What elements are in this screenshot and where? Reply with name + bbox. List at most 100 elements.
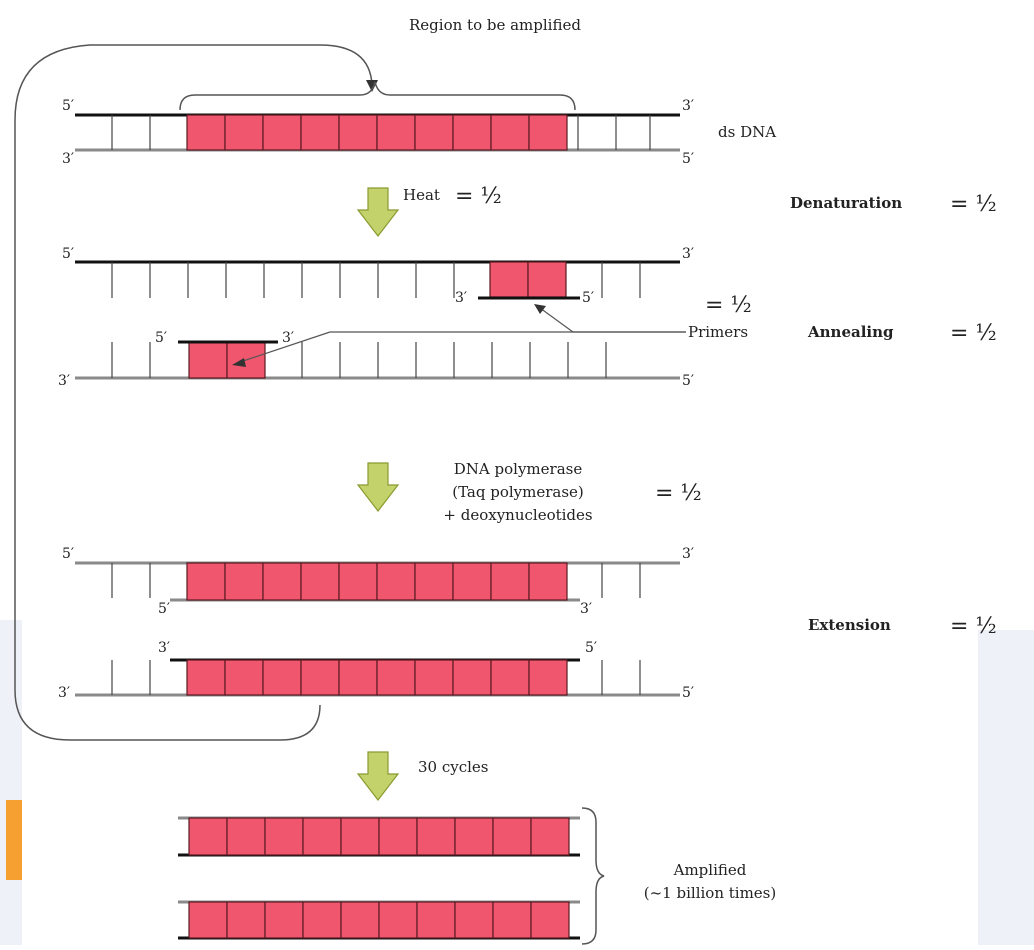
row1-segment-0	[186, 114, 226, 151]
primer-pointer-2	[239, 331, 331, 363]
row4-segment-4	[338, 562, 378, 601]
row5-segment-2	[262, 659, 302, 696]
title: Region to be amplified	[409, 16, 581, 34]
annealing-label: Annealing	[807, 323, 894, 341]
polymerase-label-line1: DNA polymerase	[454, 460, 583, 478]
primers-label: Primers	[688, 323, 748, 341]
prod1-segment-7	[454, 817, 494, 856]
prod2-segment-9	[530, 901, 570, 939]
end-label-5-row2-left: 5′	[62, 246, 74, 262]
row1-segment-2	[262, 114, 302, 151]
row4-segment-2	[262, 562, 302, 601]
end-label-3-row5top: 3′	[158, 640, 170, 656]
prod1-segment-1	[226, 817, 266, 856]
row4-segment-3	[300, 562, 340, 601]
row1-segment-7	[452, 114, 492, 151]
row1-segment-5	[376, 114, 416, 151]
prod2-segment-2	[264, 901, 304, 939]
denaturation-label: Denaturation	[790, 194, 902, 212]
row5-segment-5	[376, 659, 416, 696]
amplified-label-line1: Amplified	[673, 861, 747, 879]
end-label-5-row4b: 5′	[158, 601, 170, 617]
end-label-3-row2-right: 3′	[682, 246, 694, 262]
side-panel-right	[978, 630, 1034, 945]
row5-segment-0	[186, 659, 226, 696]
end-label-3-row3-left: 3′	[58, 373, 70, 389]
row5-segment-6	[414, 659, 454, 696]
row4-segment-8	[490, 562, 530, 601]
row2-primer-segment-1	[527, 261, 567, 298]
ds-dna-label: ds DNA	[718, 123, 776, 141]
polymerase-label-line3: + deoxynucleotides	[443, 506, 592, 524]
row5-segment-4	[338, 659, 378, 696]
prod1-segment-8	[492, 817, 532, 856]
extension-fraction: = ½	[950, 614, 997, 639]
end-label-5-row1b-right: 5′	[682, 151, 694, 167]
heat-label: Heat	[403, 186, 440, 204]
side-panel-left	[0, 620, 22, 945]
row4-segment-1	[224, 562, 264, 601]
polymerase-label-line2: (Taq polymerase)	[452, 483, 584, 501]
primer-pointer-1	[539, 307, 574, 333]
prod2-segment-5	[378, 901, 418, 939]
cycles-label: 30 cycles	[418, 758, 489, 776]
amplified-label-line2: (~1 billion times)	[644, 884, 776, 902]
end-label-3-row5-left: 3′	[58, 685, 70, 701]
row1-segment-1	[224, 114, 264, 151]
end-label-3-row4-right: 3′	[682, 546, 694, 562]
prod2-segment-4	[340, 901, 380, 939]
prod1-segment-4	[340, 817, 380, 856]
row5-segment-1	[224, 659, 264, 696]
end-label-3-row1b-left: 3′	[62, 151, 74, 167]
row4-segment-9	[528, 562, 568, 601]
polymerase-fraction: = ½	[655, 481, 702, 506]
end-label-3-row1-right: 3′	[682, 98, 694, 114]
prod1-segment-6	[416, 817, 456, 856]
dna-layer	[75, 113, 680, 940]
arrows	[356, 187, 400, 801]
row1-segment-9	[528, 114, 568, 151]
end-label-5-primer2: 5′	[155, 330, 167, 346]
row2-primer-segment-0	[489, 261, 529, 298]
prod2-segment-1	[226, 901, 266, 939]
heat-arrow	[356, 187, 400, 237]
amplified-brace	[581, 807, 605, 945]
primer-pointer-2-head	[232, 358, 246, 367]
end-label-5-row1-left: 5′	[62, 98, 74, 114]
row1-segment-4	[338, 114, 378, 151]
prod2-segment-7	[454, 901, 494, 939]
row1-segment-6	[414, 114, 454, 151]
prod2-segment-0	[188, 901, 228, 939]
end-label-5-row5-right: 5′	[682, 685, 694, 701]
prod2-segment-8	[492, 901, 532, 939]
prod1-segment-3	[302, 817, 342, 856]
end-label-3-row4b: 3′	[580, 601, 592, 617]
prod2-segment-3	[302, 901, 342, 939]
end-label-3-primer2: 3′	[282, 330, 294, 346]
row4-segment-6	[414, 562, 454, 601]
prod1-segment-9	[530, 817, 570, 856]
row4-segment-7	[452, 562, 492, 601]
extension-label: Extension	[808, 616, 891, 634]
end-label-3-primer1: 3′	[455, 290, 467, 306]
primers-fraction: = ½	[705, 293, 752, 318]
prod1-segment-2	[264, 817, 304, 856]
annealing-fraction: = ½	[950, 321, 997, 346]
row5-segment-7	[452, 659, 492, 696]
row5-segment-8	[490, 659, 530, 696]
region-brace	[179, 81, 576, 111]
prod1-segment-0	[188, 817, 228, 856]
prod1-segment-5	[378, 817, 418, 856]
row3-primer-segment-0	[188, 341, 228, 379]
end-label-5-primer1: 5′	[582, 290, 594, 306]
row1-segment-8	[490, 114, 530, 151]
row4-segment-0	[186, 562, 226, 601]
row5-segment-9	[528, 659, 568, 696]
cycles-arrow	[356, 751, 400, 801]
row1-segment-3	[300, 114, 340, 151]
prod2-segment-6	[416, 901, 456, 939]
end-label-5-row3-right: 5′	[682, 373, 694, 389]
denaturation-fraction: = ½	[950, 192, 997, 217]
